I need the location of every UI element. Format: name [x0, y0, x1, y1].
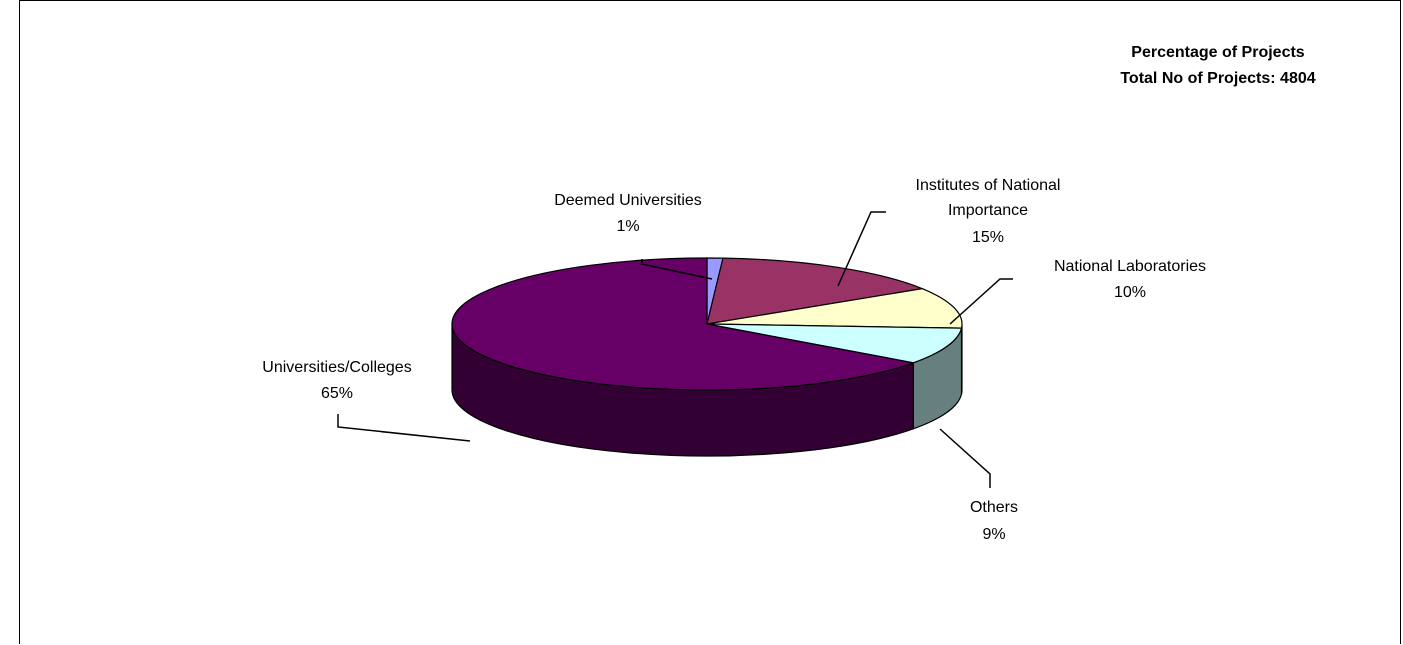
leader-line-deemed-universities	[641, 259, 713, 280]
pie-chart: Percentage of Projects Total No of Proje…	[262, 44, 1315, 543]
slice-percent-deemed-universities: 1%	[616, 218, 639, 235]
pie-tops	[451, 257, 963, 391]
slice-label-institutes-of-national-importance-line-2: Importance	[948, 202, 1028, 219]
slice-percent-national-laboratories: 10%	[1114, 284, 1146, 301]
slice-percent-institutes-of-national-importance: 15%	[972, 229, 1004, 246]
slice-percent-universities-colleges: 65%	[321, 385, 353, 402]
pie-slice-national-laboratories	[706, 288, 963, 329]
leader-line-others	[939, 428, 991, 488]
slice-labels: Deemed Universities 1% Institutes of Natio…	[262, 177, 1206, 543]
slice-label-others: Others	[970, 499, 1018, 516]
chart-subtitle: Total No of Projects: 4804	[1120, 70, 1315, 87]
slice-percent-others: 9%	[982, 526, 1005, 543]
slice-label-universities-colleges: Universities/Colleges	[262, 359, 411, 376]
pie-slice-universities-colleges	[451, 257, 916, 391]
chart-title: Percentage of Projects	[1131, 44, 1305, 61]
leader-lines	[337, 211, 1013, 488]
leader-line-national-laboratories	[949, 278, 1013, 325]
chart-frame: Percentage of Projects Total No of Proje…	[19, 0, 1401, 644]
leader-line-institutes-of-national-importance	[837, 211, 886, 287]
pie-slice-institutes-of-national-importance	[706, 257, 925, 325]
pie-slice-others	[706, 323, 963, 364]
leader-line-universities-colleges	[337, 414, 471, 442]
slice-label-deemed-universities: Deemed Universities	[554, 192, 702, 209]
slice-label-national-laboratories: National Laboratories	[1054, 258, 1206, 275]
slice-label-institutes-of-national-importance-line-1: Institutes of National	[916, 177, 1061, 194]
